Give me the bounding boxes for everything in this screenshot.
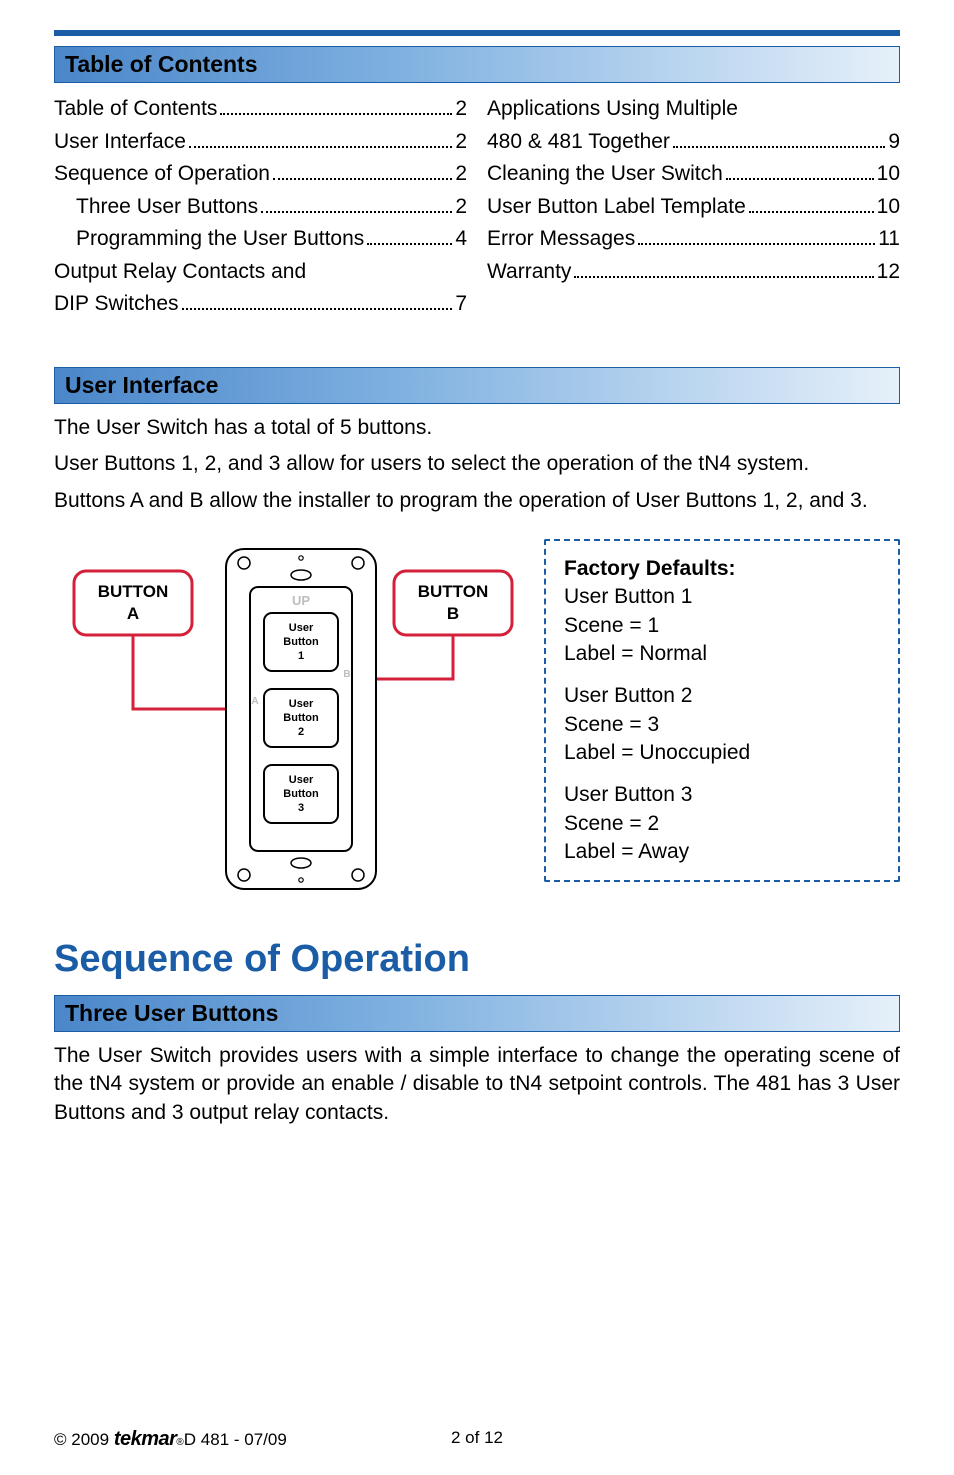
toc-label: User Button Label Template: [487, 191, 746, 224]
toc-dots: [673, 146, 885, 148]
sequence-title: Sequence of Operation: [54, 938, 900, 981]
up-label: UP: [292, 593, 310, 608]
factory-b3-label: Label = Away: [564, 838, 880, 866]
toc-dots: [574, 276, 873, 278]
button-b-label: BUTTON: [418, 582, 489, 601]
toc-entry: Output Relay Contacts and DIP Switches 7: [54, 256, 467, 321]
toc-label: Output Relay Contacts and: [54, 260, 306, 283]
factory-b1-label: Label = Normal: [564, 640, 880, 668]
svg-text:User: User: [289, 774, 314, 786]
toc-left: Table of Contents 2 User Interface 2 Seq…: [54, 93, 467, 321]
toc-page: 9: [888, 126, 900, 159]
toc-page: 12: [877, 256, 900, 289]
registered-mark: ®: [176, 1437, 183, 1448]
ui-paragraph-3: Buttons A and B allow the installer to p…: [54, 487, 900, 515]
toc-dots: [189, 146, 452, 148]
page-number: 2 of 12: [451, 1428, 503, 1448]
svg-text:Button: Button: [283, 712, 319, 724]
factory-block-2: User Button 2 Scene = 3 Label = Unoccupi…: [564, 682, 880, 767]
toc-entry: Sequence of Operation 2: [54, 158, 467, 191]
toc-entry: Applications Using Multiple 480 & 481 To…: [487, 93, 900, 158]
toc-entry: Cleaning the User Switch 10: [487, 158, 900, 191]
toc-page: 4: [455, 223, 467, 256]
toc-entry: User Button Label Template 10: [487, 191, 900, 224]
toc-label: Three User Buttons: [76, 191, 258, 224]
svg-text:Button: Button: [283, 788, 319, 800]
svg-text:A: A: [251, 696, 258, 707]
three-user-buttons-header: Three User Buttons: [54, 995, 900, 1032]
ui-paragraph-2: User Buttons 1, 2, and 3 allow for users…: [54, 450, 900, 478]
toc-page: 11: [878, 223, 900, 256]
factory-b1-scene: Scene = 1: [564, 612, 880, 640]
toc-page: 7: [455, 288, 467, 321]
toc-label: Error Messages: [487, 223, 635, 256]
toc-page: 10: [877, 158, 900, 191]
button-a-label: BUTTON: [98, 582, 169, 601]
toc-label: Table of Contents: [54, 93, 217, 126]
toc-right: Applications Using Multiple 480 & 481 To…: [487, 93, 900, 321]
switch-diagram: BUTTON A BUTTON B UP: [54, 539, 524, 904]
toc-dots: [261, 211, 452, 213]
factory-block-3: User Button 3 Scene = 2 Label = Away: [564, 781, 880, 866]
toc-page: 2: [455, 126, 467, 159]
brand-logo: tekmar: [114, 1428, 177, 1451]
svg-text:Button: Button: [283, 636, 319, 648]
toc-dots: [182, 308, 453, 310]
toc-page: 2: [455, 191, 467, 224]
toc-page: 10: [877, 191, 900, 224]
toc-label: Applications Using Multiple: [487, 97, 738, 120]
svg-text:User: User: [289, 698, 314, 710]
toc-dots: [367, 243, 452, 245]
toc-entry: Table of Contents 2: [54, 93, 467, 126]
toc-entry: User Interface 2: [54, 126, 467, 159]
factory-b1-name: User Button 1: [564, 583, 880, 611]
top-bar: [54, 30, 900, 36]
toc-dots: [726, 178, 874, 180]
toc-label: Warranty: [487, 256, 571, 289]
toc-page: 2: [455, 93, 467, 126]
toc-entry: Warranty 12: [487, 256, 900, 289]
toc-entry: Three User Buttons 2: [54, 191, 467, 224]
toc-label: Sequence of Operation: [54, 158, 270, 191]
toc-label-cont: 480 & 481 Together: [487, 126, 670, 159]
factory-block-1: User Button 1 Scene = 1 Label = Normal: [564, 583, 880, 668]
doc-id: D 481 - 07/09: [184, 1430, 287, 1450]
toc-label: User Interface: [54, 126, 186, 159]
ui-paragraph-1: The User Switch has a total of 5 buttons…: [54, 414, 900, 442]
svg-text:1: 1: [298, 650, 304, 662]
factory-b2-label: Label = Unoccupied: [564, 739, 880, 767]
toc-page: 2: [455, 158, 467, 191]
toc-header: Table of Contents: [54, 46, 900, 83]
interface-row: BUTTON A BUTTON B UP: [54, 539, 900, 904]
svg-text:A: A: [127, 604, 139, 623]
factory-b2-scene: Scene = 3: [564, 711, 880, 739]
factory-title: Factory Defaults:: [564, 555, 880, 583]
svg-text:2: 2: [298, 726, 304, 738]
user-interface-header: User Interface: [54, 367, 900, 404]
toc-columns: Table of Contents 2 User Interface 2 Seq…: [54, 93, 900, 321]
svg-text:B: B: [447, 604, 459, 623]
toc-label-cont: DIP Switches: [54, 288, 179, 321]
svg-text:B: B: [343, 669, 350, 680]
factory-b3-name: User Button 3: [564, 781, 880, 809]
toc-dots: [749, 211, 874, 213]
svg-text:3: 3: [298, 802, 304, 814]
toc-dots: [220, 113, 452, 115]
copyright: © 2009: [54, 1430, 109, 1450]
toc-entry: Error Messages 11: [487, 223, 900, 256]
factory-b3-scene: Scene = 2: [564, 810, 880, 838]
toc-label: Programming the User Buttons: [76, 223, 364, 256]
toc-dots: [273, 178, 452, 180]
page-footer: © 2009 tekmar® D 481 - 07/09 2 of 12: [54, 1428, 900, 1451]
svg-text:User: User: [289, 622, 314, 634]
toc-dots: [638, 243, 875, 245]
factory-defaults-box: Factory Defaults: User Button 1 Scene = …: [544, 539, 900, 882]
factory-b2-name: User Button 2: [564, 682, 880, 710]
toc-label: Cleaning the User Switch: [487, 158, 723, 191]
toc-entry: Programming the User Buttons 4: [54, 223, 467, 256]
three-user-buttons-text: The User Switch provides users with a si…: [54, 1042, 900, 1127]
